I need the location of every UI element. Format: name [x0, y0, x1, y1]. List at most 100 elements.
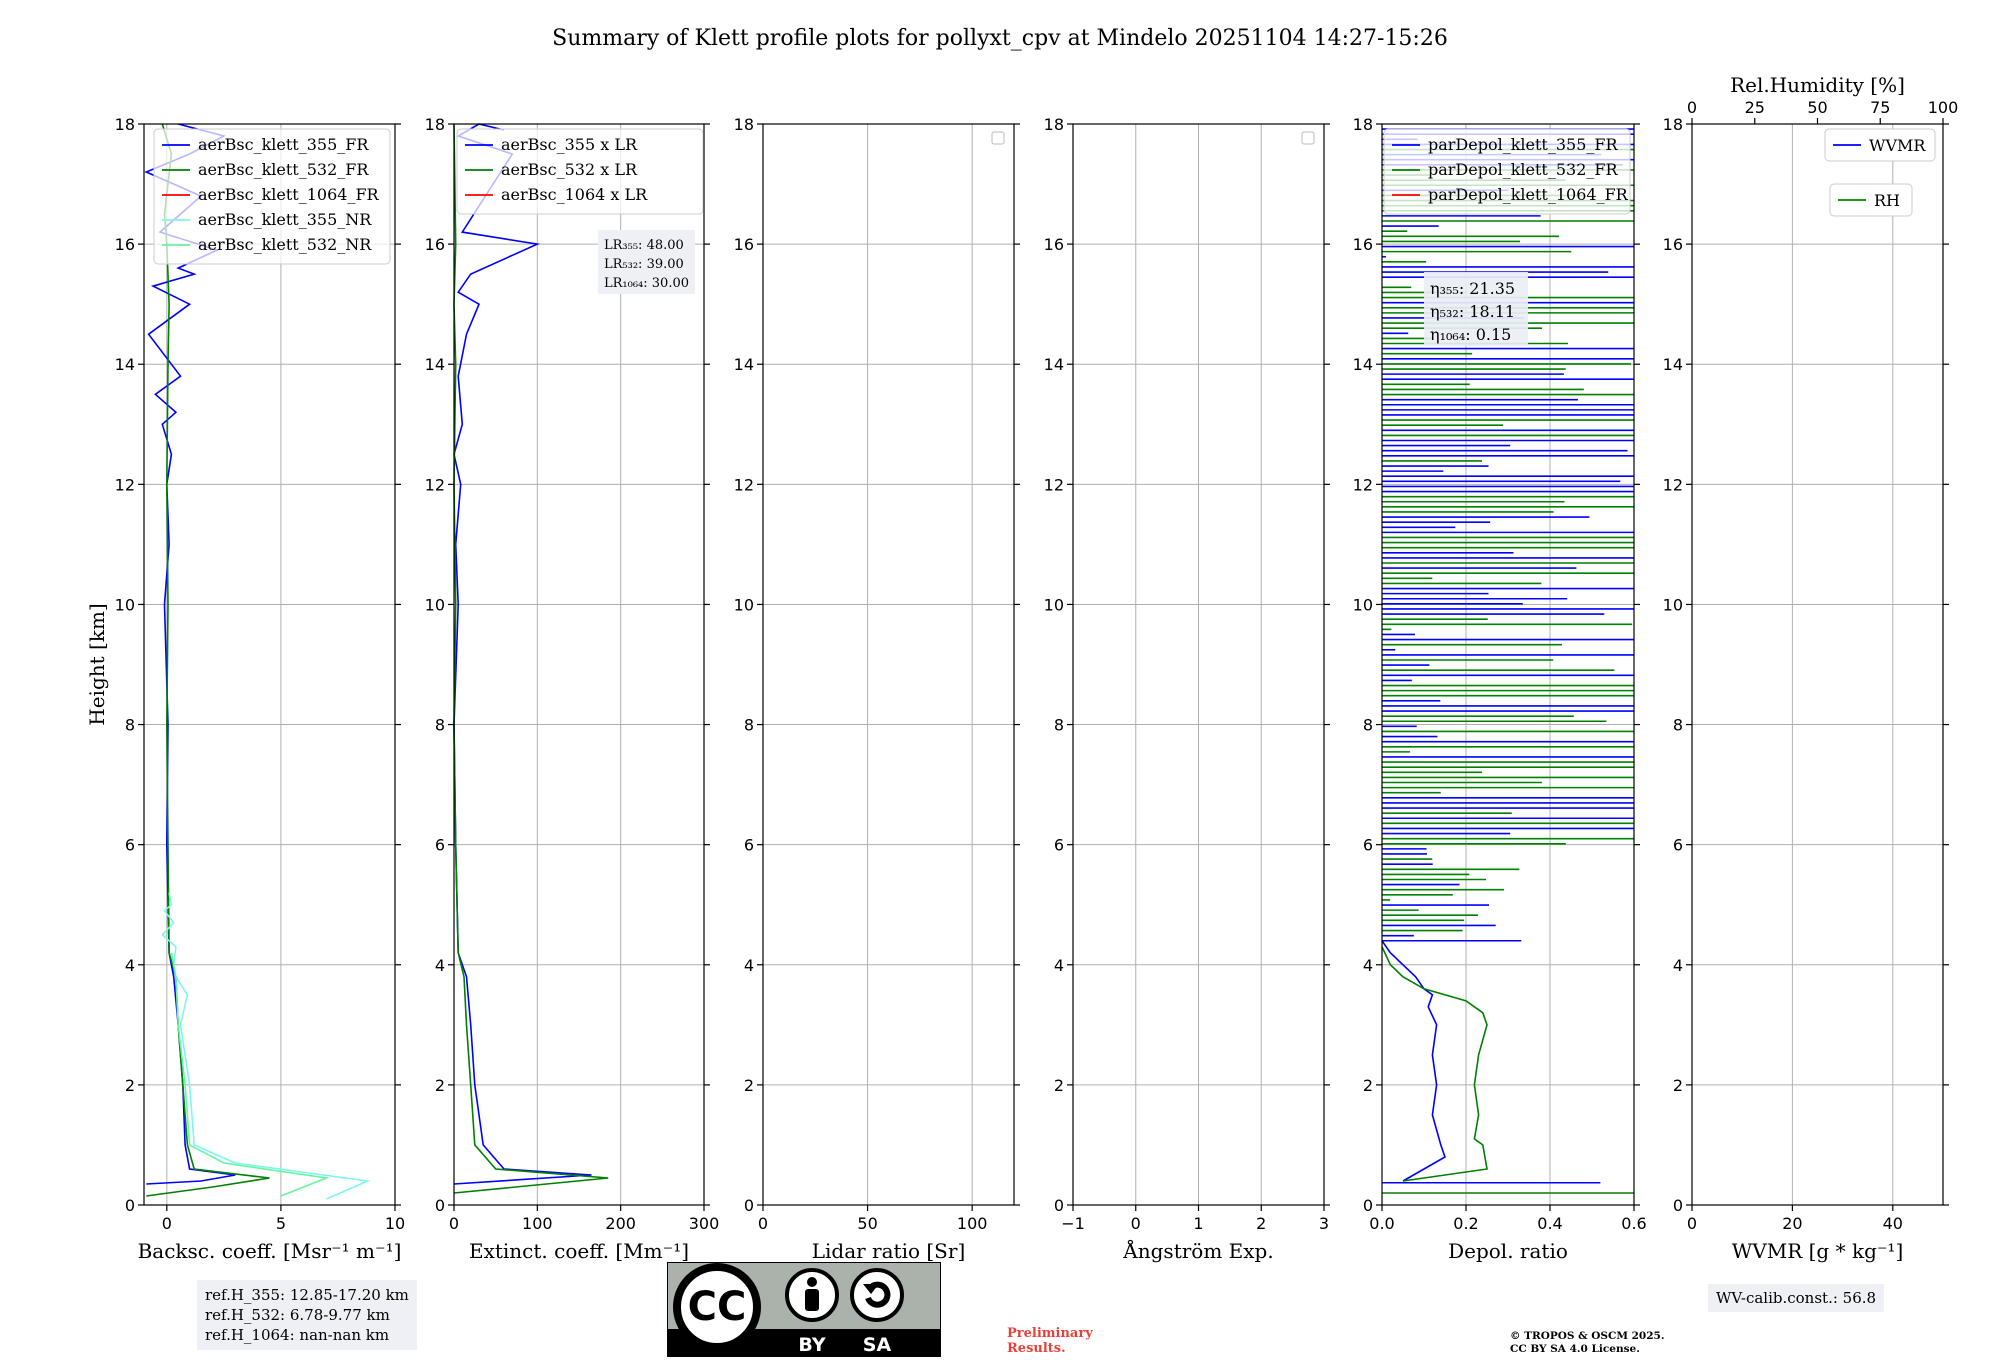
- ytick-label: 2: [1673, 1076, 1683, 1095]
- ytick-label: 18: [1663, 115, 1683, 134]
- xtick-label: 40: [1883, 1214, 1903, 1233]
- xtick-label: 0.2: [1453, 1214, 1478, 1233]
- xtick-label: 1: [1193, 1214, 1203, 1233]
- eta-annotation: η₃₅₅: 21.35 η₅₃₂: 18.11 η₁₀₆₄: 0.15: [1424, 272, 1528, 346]
- preliminary-line-1: Preliminary: [1007, 1326, 1093, 1341]
- xtick-label: 0: [1687, 1214, 1697, 1233]
- lidar-ratio-annotation: LR₃₅₅: 48.00 LR₅₃₂: 39.00 LR₁₀₆₄: 30.00: [598, 230, 695, 294]
- ytick-label: 14: [734, 355, 754, 374]
- ytick-label: 16: [1353, 235, 1373, 254]
- ytick-label: 6: [435, 836, 445, 855]
- ytick-label: 12: [734, 475, 754, 494]
- ytick-label: 4: [1054, 956, 1064, 975]
- legend-entry: RH: [1874, 191, 1900, 210]
- legend-entry: parDepol_klett_1064_FR: [1428, 185, 1629, 204]
- xtick-label: 0: [162, 1214, 172, 1233]
- legend-entry: WVMR: [1869, 136, 1926, 155]
- legend-entry: aerBsc_532 x LR: [501, 160, 638, 179]
- ytick-label: 14: [1663, 355, 1683, 374]
- xtick-label: 0: [449, 1214, 459, 1233]
- annotation-eta355: η₃₅₅: 21.35: [1430, 279, 1515, 298]
- annotation-box: [1424, 272, 1528, 346]
- ytick-label: 10: [115, 595, 135, 614]
- x2tick-label: 100: [1928, 98, 1959, 117]
- ytick-label: 12: [1044, 475, 1064, 494]
- legend-entry: parDepol_klett_355_FR: [1428, 135, 1619, 154]
- axes-frame: [1691, 123, 1944, 1206]
- ytick-label: 0: [1673, 1196, 1683, 1215]
- xtick-label: 0.0: [1369, 1214, 1394, 1233]
- ytick-label: 10: [1044, 595, 1064, 614]
- legend-frame-wvmr: [1824, 128, 1936, 162]
- panel-dep: 0 2 4 6 8 10 12 14 16 18 0.0 0.2 0.4 0.6 Depol. ratio p…: [1353, 115, 1647, 1263]
- by-person-head: [807, 1277, 817, 1287]
- annotation-lr355: LR₃₅₅: 48.00: [604, 238, 684, 253]
- sa-share-icon: [850, 1268, 904, 1322]
- ytick-label: 0: [1054, 1196, 1064, 1215]
- ytick-label: 16: [1044, 235, 1064, 254]
- ref-h-1064: ref.H_1064: nan-nan km: [205, 1326, 390, 1344]
- xtick-label: 20: [1782, 1214, 1802, 1233]
- empty-legend: [991, 131, 1005, 145]
- ytick-label: 12: [1663, 475, 1683, 494]
- preliminary-note: Preliminary Results.: [1007, 1326, 1093, 1356]
- ytick-label: 12: [115, 475, 135, 494]
- series-line-aerBsc_klett_532_FR: [146, 123, 270, 1197]
- ytick-label: 10: [1663, 595, 1683, 614]
- xtick-label: 0.6: [1621, 1214, 1646, 1233]
- axes-frame: [762, 123, 1015, 1206]
- ytick-label: 2: [1054, 1076, 1064, 1095]
- ref-h-532: ref.H_532: 6.78-9.77 km: [205, 1306, 390, 1324]
- x-axis-label: Ångström Exp.: [1122, 1238, 1273, 1263]
- ref-h-355: ref.H_355: 12.85-17.20 km: [205, 1286, 409, 1304]
- sa-arrow-head: [863, 1284, 879, 1294]
- annotation-eta532: η₅₃₂: 18.11: [1430, 302, 1515, 321]
- ytick-label: 16: [1663, 235, 1683, 254]
- x-axis-label: Extinct. coeff. [Mm⁻¹]: [469, 1239, 689, 1263]
- ytick-label: 12: [1353, 475, 1373, 494]
- ytick-label: 6: [1363, 836, 1373, 855]
- axes-frame: [453, 123, 705, 1206]
- legend-entry: aerBsc_klett_532_NR: [198, 235, 372, 254]
- empty-legend: [1301, 131, 1315, 145]
- copyright-line-2: CC BY SA 4.0 License.: [1510, 1343, 1640, 1355]
- legend-entry: aerBsc_klett_355_FR: [198, 135, 369, 154]
- legend-frame-rh: [1829, 183, 1913, 217]
- reference-height-box: ref.H_355: 12.85-17.20 km ref.H_532: 6.7…: [197, 1280, 417, 1350]
- series-line-aerBsc_532 x LR: [453, 123, 609, 1194]
- panel-lr: 0 2 4 6 8 10 12 14 16 18 0 50 100 Lidar ratio [Sr]: [734, 115, 1020, 1263]
- ytick-label: 18: [1353, 115, 1373, 134]
- series-line-aerBsc_355 x LR: [453, 123, 592, 1185]
- legend-entry: aerBsc_klett_1064_FR: [198, 185, 380, 204]
- ytick-label: 0: [1363, 1196, 1373, 1215]
- ytick-label: 18: [115, 115, 135, 134]
- ytick-label: 10: [1353, 595, 1373, 614]
- ytick-label: 14: [425, 355, 445, 374]
- y-axis-label: Height [km]: [85, 603, 109, 725]
- x2tick-label: 25: [1745, 98, 1765, 117]
- ytick-label: 2: [1363, 1076, 1373, 1095]
- ytick-label: 10: [734, 595, 754, 614]
- ytick-label: 14: [1044, 355, 1064, 374]
- ytick-label: 6: [744, 836, 754, 855]
- copyright-note: © TROPOS & OSCM 2025. CC BY SA 4.0 Licen…: [1510, 1330, 1665, 1356]
- series-line-parDepol_klett_355_FR: [1381, 940, 1446, 1182]
- xtick-label: 100: [957, 1214, 988, 1233]
- ytick-label: 14: [1353, 355, 1373, 374]
- legend-entry: aerBsc_klett_532_FR: [198, 160, 369, 179]
- ytick-label: 6: [1673, 836, 1683, 855]
- ytick-label: 2: [435, 1076, 445, 1095]
- xtick-label: 0: [1131, 1214, 1141, 1233]
- cc-circle-icon: [673, 1263, 761, 1351]
- x2tick-label: 50: [1807, 98, 1827, 117]
- ytick-label: 8: [1673, 716, 1683, 735]
- legend-frame: [153, 128, 391, 265]
- xtick-label: 2: [1256, 1214, 1266, 1233]
- xtick-label: 0.4: [1537, 1214, 1562, 1233]
- ytick-label: 18: [734, 115, 754, 134]
- ytick-label: 12: [425, 475, 445, 494]
